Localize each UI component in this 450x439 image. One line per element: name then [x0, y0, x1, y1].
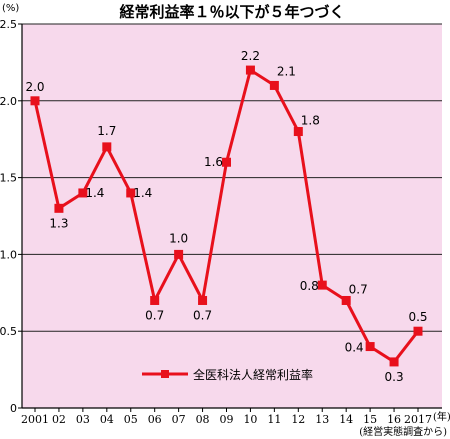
x-tick-label: 15	[363, 413, 377, 426]
data-point	[102, 142, 112, 152]
x-tick-label: 2001	[21, 413, 49, 426]
series-line-group	[30, 65, 423, 367]
x-tick-label: 11	[267, 413, 281, 426]
data-point	[222, 157, 231, 167]
data-label: 0.7	[193, 308, 212, 322]
x-tick-label: 16	[387, 413, 401, 426]
x-tick-label: 05	[124, 413, 138, 426]
data-point	[30, 96, 40, 106]
data-label: 0.7	[145, 308, 164, 322]
y-tick-label: 2.0	[0, 95, 17, 108]
data-label: 2.2	[241, 49, 260, 63]
data-point	[389, 357, 399, 367]
data-point	[150, 295, 160, 305]
data-label: 2.1	[277, 64, 296, 78]
x-tick-label: 07	[172, 413, 186, 426]
x-axis-unit: (年)	[433, 410, 450, 423]
y-tick-label: 2.5	[0, 18, 17, 31]
x-tick-label: 2017	[404, 413, 432, 426]
data-label: 1.3	[49, 216, 68, 230]
x-tick-label: 08	[196, 413, 210, 426]
data-point	[341, 295, 351, 305]
x-tick-label: 13	[315, 413, 329, 426]
data-label: 1.0	[169, 231, 188, 245]
data-point	[413, 326, 423, 336]
y-tick-label: 0.5	[0, 325, 17, 338]
y-axis-ticks: 0 0.5 1.0 1.5 2.0 2.5	[0, 18, 22, 415]
data-label: 0.3	[385, 370, 404, 384]
data-point	[245, 65, 255, 75]
data-point	[198, 295, 208, 305]
y-tick-label: 0	[10, 402, 17, 415]
x-tick-label: 02	[52, 413, 66, 426]
data-labels: 2.0 1.3 1.4 1.7 1.4 0.7 1.0 0.7 1.6 2.2 2.1 1.8 0.8 0…	[25, 49, 427, 384]
data-point	[269, 80, 279, 90]
y-tick-label: 1.5	[0, 172, 17, 185]
data-label: 1.7	[97, 124, 116, 138]
data-point	[365, 342, 375, 352]
data-label: 1.4	[85, 186, 104, 200]
y-axis-unit: (%)	[2, 3, 19, 14]
x-tick-label: 14	[339, 413, 353, 426]
data-point	[317, 280, 327, 290]
y-tick-label: 1.0	[0, 248, 17, 261]
legend: 全医科法人経常利益率	[142, 367, 313, 382]
data-label: 1.6	[204, 155, 223, 169]
x-tick-label: 06	[148, 413, 162, 426]
x-tick-label: 03	[76, 413, 90, 426]
x-tick-label: 04	[100, 413, 114, 426]
source-note: (経営実態調査から)	[359, 425, 447, 438]
chart-title: 経常利益率１％以下が５年つづく	[119, 3, 344, 21]
data-point	[54, 203, 64, 213]
x-tick-label: 09	[220, 413, 234, 426]
x-tick-label: 12	[291, 413, 305, 426]
data-point	[293, 127, 303, 137]
data-point	[174, 249, 184, 259]
data-label: 2.0	[25, 80, 44, 94]
plot-area	[22, 24, 442, 408]
legend-marker-swatch	[161, 370, 169, 378]
data-label: 0.5	[408, 310, 427, 324]
data-label: 1.8	[301, 114, 320, 128]
data-label: 1.4	[133, 186, 152, 200]
data-point	[126, 188, 136, 198]
data-point	[78, 188, 88, 198]
data-label: 0.8	[300, 279, 319, 293]
data-label: 0.7	[349, 282, 368, 296]
data-label: 0.4	[345, 341, 364, 355]
x-tick-label: 10	[243, 413, 257, 426]
legend-label: 全医科法人経常利益率	[193, 367, 313, 382]
x-axis-ticks: 2001 02 03 04 05 06 07 08 09 10 11 12 13 14 15 16 2017	[21, 408, 432, 426]
